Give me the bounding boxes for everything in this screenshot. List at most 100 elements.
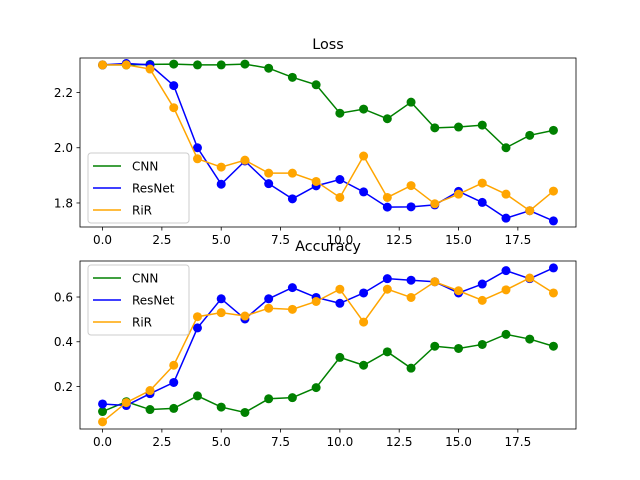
loss-cnn-point	[501, 143, 511, 153]
loss-cnn-point	[406, 97, 416, 107]
loss-resnet-point	[501, 213, 511, 223]
loss-resnet-point	[216, 179, 226, 189]
accuracy-cnn-point	[264, 394, 274, 404]
loss-x-tick-label: 12.5	[386, 233, 413, 247]
accuracy-resnet-point	[287, 283, 297, 293]
accuracy-rir-point	[335, 284, 345, 294]
accuracy-resnet-point	[548, 263, 558, 273]
accuracy-cnn-point	[359, 360, 369, 370]
accuracy-resnet-point	[216, 294, 226, 304]
accuracy-rir-point	[359, 317, 369, 327]
loss-rir-point	[311, 176, 321, 186]
accuracy-resnet-point	[406, 275, 416, 285]
accuracy-x-tick-label: 2.5	[152, 435, 171, 449]
loss-cnn-point	[287, 72, 297, 82]
accuracy-rir-point	[501, 285, 511, 295]
accuracy-cnn-point	[287, 393, 297, 403]
loss-x-tick-label: 7.5	[271, 233, 290, 247]
loss-resnet-point	[264, 179, 274, 189]
accuracy-rir-point	[454, 286, 464, 296]
loss-x-tick-label: 5.0	[212, 233, 231, 247]
accuracy-resnet-point	[335, 298, 345, 308]
loss-rir-point	[240, 155, 250, 165]
accuracy-chart-axes: 0.0 2.5 5.0 7.5 10.0 12.5 15.0 17.5 0.2 0.4 0.6	[54, 290, 531, 449]
accuracy-cnn-point	[240, 407, 250, 417]
accuracy-rir-point	[287, 304, 297, 314]
accuracy-chart: 0.0 2.5 5.0 7.5 10.0 12.5 15.0 17.5 0.2 0.4 0.6 CN…	[54, 239, 577, 449]
loss-resnet-point	[169, 81, 179, 91]
loss-rir-point	[98, 60, 108, 70]
accuracy-rir-point	[477, 295, 487, 305]
loss-chart-title: Loss	[312, 37, 344, 53]
loss-resnet-point	[382, 202, 392, 212]
loss-resnet-point	[359, 187, 369, 197]
accuracy-cnn-point	[525, 334, 535, 344]
loss-rir-point	[359, 151, 369, 161]
loss-rir-point	[406, 181, 416, 191]
accuracy-x-tick-label: 7.5	[271, 435, 290, 449]
accuracy-rir-point	[406, 292, 416, 302]
accuracy-rir-point	[169, 360, 179, 370]
accuracy-cnn-point	[145, 405, 155, 415]
accuracy-cnn-point	[454, 343, 464, 353]
loss-cnn-point	[169, 59, 179, 69]
loss-cnn-point	[192, 60, 202, 70]
loss-chart: Loss 0.0 2.5 5.0 7.5 10.0 12.5 15.0 17.5 1.8 2.0 2…	[54, 37, 577, 247]
accuracy-legend-label: CNN	[132, 271, 158, 285]
accuracy-cnn-point	[335, 352, 345, 362]
loss-resnet-point	[287, 194, 297, 204]
accuracy-rir-point	[548, 288, 558, 298]
accuracy-x-tick-label: 15.0	[445, 435, 472, 449]
accuracy-x-tick-label: 17.5	[504, 435, 531, 449]
accuracy-rir-point	[121, 398, 131, 408]
loss-x-tick-label: 0.0	[93, 233, 112, 247]
loss-cnn-point	[264, 63, 274, 73]
loss-y-tick-label: 1.8	[54, 196, 73, 210]
loss-cnn-point	[430, 123, 440, 133]
loss-legend-label: CNN	[132, 159, 158, 173]
loss-cnn-point	[240, 59, 250, 69]
loss-rir-point	[525, 206, 535, 216]
accuracy-cnn-point	[192, 391, 202, 401]
accuracy-resnet-point	[264, 294, 274, 304]
loss-resnet-point	[335, 175, 345, 184]
loss-chart-axes: 0.0 2.5 5.0 7.5 10.0 12.5 15.0 17.5 1.8 2.0 2.2	[54, 86, 531, 247]
loss-rir-point	[501, 189, 511, 199]
loss-rir-point	[477, 178, 487, 188]
loss-rir-point	[264, 168, 274, 178]
accuracy-cnn-point	[548, 341, 558, 351]
accuracy-resnet-point	[477, 279, 487, 289]
loss-rir-point	[287, 168, 297, 178]
accuracy-legend-box	[87, 264, 190, 336]
loss-rir-point	[454, 189, 464, 199]
loss-cnn-point	[477, 120, 487, 130]
loss-cnn-point	[311, 80, 321, 90]
accuracy-cnn-point	[477, 339, 487, 349]
loss-rir-point	[145, 64, 155, 74]
accuracy-x-tick-label: 10.0	[327, 435, 354, 449]
loss-resnet-point	[548, 216, 558, 226]
accuracy-cnn-point	[406, 363, 416, 373]
loss-chart-frame	[79, 57, 577, 228]
loss-resnet-point	[192, 143, 202, 153]
accuracy-chart-marks	[98, 263, 558, 427]
accuracy-y-tick-label: 0.2	[54, 380, 73, 394]
loss-cnn-point	[548, 125, 558, 135]
accuracy-legend-label: RiR	[132, 315, 152, 329]
accuracy-resnet-point	[98, 399, 108, 409]
loss-rir-point	[382, 192, 392, 202]
accuracy-rir-point	[525, 273, 535, 283]
accuracy-y-tick-label: 0.4	[54, 335, 73, 349]
accuracy-rir-point	[98, 417, 108, 427]
loss-resnet-point	[406, 202, 416, 212]
loss-cnn-point	[454, 122, 464, 132]
loss-chart-legend: CNN ResNet RiR	[87, 152, 190, 224]
accuracy-x-tick-label: 12.5	[386, 435, 413, 449]
accuracy-rir-point	[264, 303, 274, 313]
accuracy-rir-point	[430, 277, 440, 287]
loss-rir-point	[430, 199, 440, 209]
accuracy-cnn-point	[169, 403, 179, 413]
loss-y-tick-label: 2.0	[54, 141, 73, 155]
